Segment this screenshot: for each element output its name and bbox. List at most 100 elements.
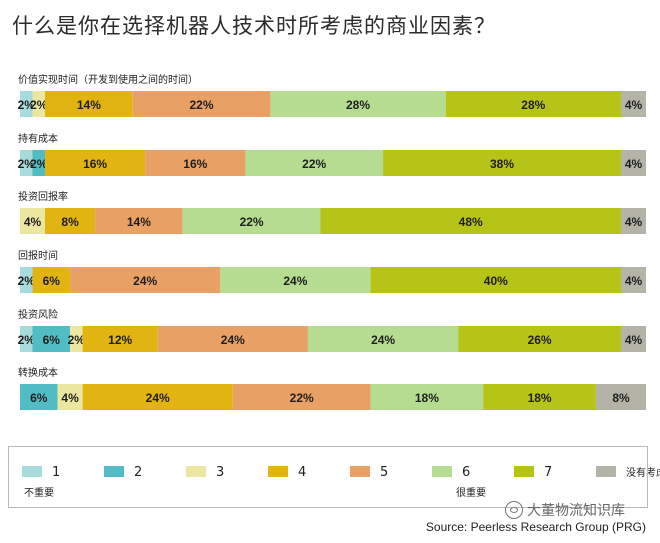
bar-segment (245, 150, 384, 176)
legend-label: 3 (216, 465, 224, 480)
bar-segment (70, 326, 83, 352)
legend-low-label: 不重要 (24, 486, 54, 499)
data-label: 28% (521, 98, 545, 112)
bar-segment (45, 208, 96, 234)
data-label: 24% (146, 391, 170, 405)
data-label: 2% (30, 98, 48, 112)
bar-segment (20, 150, 33, 176)
legend-swatch (432, 466, 452, 477)
bar-segment (458, 326, 621, 352)
data-label: 12% (108, 333, 132, 347)
data-label: 16% (183, 157, 207, 171)
legend-swatch (514, 466, 534, 477)
data-label: 18% (415, 391, 439, 405)
data-label: 2% (18, 333, 36, 347)
data-label: 6% (30, 391, 48, 405)
bar-segment (145, 150, 246, 176)
bar-segment (621, 267, 646, 293)
data-label: 4% (625, 274, 643, 288)
bar-segment (20, 91, 33, 117)
data-label: 6% (43, 274, 61, 288)
bar-segment (182, 208, 321, 234)
data-label: 22% (302, 157, 326, 171)
data-label: 4% (625, 333, 643, 347)
legend-label: 4 (298, 465, 306, 480)
category-label: 转换成本 (18, 366, 58, 379)
wechat-icon (505, 501, 523, 519)
data-label: 24% (371, 333, 395, 347)
legend-label: 2 (134, 465, 142, 480)
bar-segment (621, 91, 646, 117)
data-label: 14% (77, 98, 101, 112)
legend-label: 7 (544, 465, 552, 480)
category-label: 回报时间 (18, 249, 58, 262)
bar-segment (220, 267, 371, 293)
data-label: 26% (528, 333, 552, 347)
bar-segment (57, 384, 83, 410)
legend-label: 5 (380, 465, 388, 480)
data-label: 24% (133, 274, 157, 288)
category-label: 投资风险 (18, 308, 58, 321)
category-label: 持有成本 (18, 132, 58, 145)
bar-segment (595, 384, 646, 410)
data-label: 4% (625, 98, 643, 112)
data-label: 4% (24, 215, 42, 229)
bar-segment (621, 208, 646, 234)
data-label: 28% (346, 98, 370, 112)
data-label: 38% (490, 157, 514, 171)
bar-segment (32, 150, 45, 176)
data-label: 48% (459, 215, 483, 229)
bar-segment (483, 384, 596, 410)
bar-segment (95, 208, 183, 234)
bar-segment (32, 326, 71, 352)
legend-box (8, 446, 648, 508)
data-label: 14% (127, 215, 151, 229)
watermark: 大董物流知识库 (505, 500, 625, 520)
bar-segment (45, 91, 133, 117)
data-label: 2% (18, 157, 36, 171)
bar-segment (445, 91, 621, 117)
data-label: 2% (30, 157, 48, 171)
data-label: 22% (290, 391, 314, 405)
bar-segment (20, 208, 45, 234)
legend-swatch (596, 466, 616, 477)
data-label: 8% (61, 215, 79, 229)
bar-segment (132, 91, 271, 117)
watermark-text: 大董物流知识库 (527, 503, 625, 519)
data-label: 6% (43, 333, 61, 347)
data-label: 24% (283, 274, 307, 288)
data-label: 18% (528, 391, 552, 405)
bar-segment (621, 150, 646, 176)
bar-segment (32, 267, 71, 293)
bar-segment (232, 384, 371, 410)
category-label: 投资回报率 (18, 190, 68, 203)
data-label: 2% (18, 98, 36, 112)
data-label: 40% (484, 274, 508, 288)
bar-segment (370, 384, 484, 410)
bar-segment (270, 91, 446, 117)
bar-segment (621, 326, 646, 352)
bar-segment (20, 267, 33, 293)
legend-label: 1 (52, 465, 60, 480)
bar-segment (320, 208, 621, 234)
data-label: 4% (61, 391, 79, 405)
data-label: 8% (612, 391, 630, 405)
bar-segment (70, 267, 221, 293)
bar-segment (45, 150, 146, 176)
chart-title: 什么是你在选择机器人技术时所考虑的商业因素？ (12, 14, 496, 38)
data-label: 2% (18, 274, 36, 288)
category-label: 价值实现时间（开发到使用之间的时间） (18, 73, 198, 86)
bar-segment (82, 326, 158, 352)
data-label: 22% (240, 215, 264, 229)
bar-segment (383, 150, 621, 176)
data-label: 22% (189, 98, 213, 112)
legend-high-label: 很重要 (456, 486, 486, 499)
bar-segment (20, 326, 33, 352)
bar-segment (370, 267, 621, 293)
source-note: Source: Peerless Research Group (PRG) (425, 520, 646, 534)
bar-segment (20, 384, 58, 410)
legend-swatch (186, 466, 206, 477)
data-label: 16% (83, 157, 107, 171)
legend-label: 没有考虑 (626, 466, 660, 479)
data-label: 4% (625, 157, 643, 171)
